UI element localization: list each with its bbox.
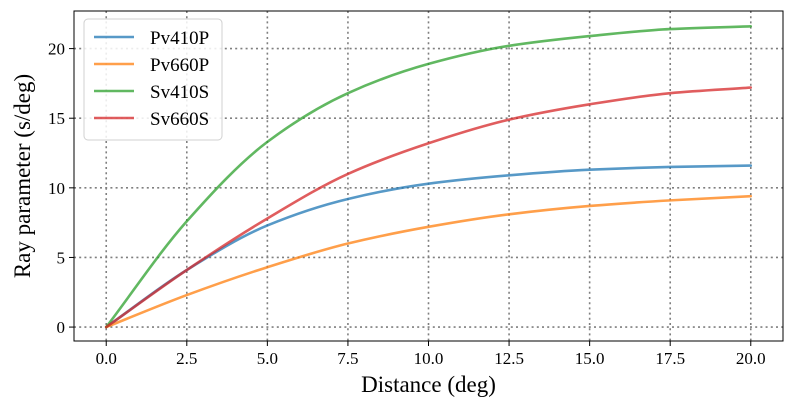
y-axis-title: Ray parameter (s/deg) xyxy=(10,74,35,278)
legend-label-sv410s: Sv410S xyxy=(150,82,209,103)
x-tick-label: 20.0 xyxy=(736,349,766,368)
series-line-sv410s xyxy=(104,25,753,329)
y-tick-label: 20 xyxy=(48,40,65,59)
series-line-pv660p xyxy=(104,194,753,329)
y-tick-label: 10 xyxy=(48,179,65,198)
legend-box xyxy=(83,18,223,141)
x-axis-title: Distance (deg) xyxy=(361,372,496,397)
series-line-sv660s xyxy=(104,86,753,329)
grid xyxy=(74,11,783,341)
x-tick-label: 17.5 xyxy=(655,349,685,368)
ticks: 0.0 2.5 5.0 7.5 10.0 12.5 15.0 17.5 20.0 0 5 10 15 20 xyxy=(48,40,766,368)
x-tick-label: 12.5 xyxy=(494,349,524,368)
x-tick-label: 2.5 xyxy=(176,349,197,368)
legend-label-sv660s: Sv660S xyxy=(150,109,209,130)
x-tick-label: 15.0 xyxy=(575,349,605,368)
series-layer xyxy=(104,25,753,329)
x-tick-label: 0.0 xyxy=(96,349,117,368)
x-tick-label: 10.0 xyxy=(414,349,444,368)
y-tick-label: 5 xyxy=(57,248,66,267)
legend: Pv410P Pv660P Sv410S Sv660S xyxy=(83,18,223,141)
y-tick-label: 0 xyxy=(57,318,66,337)
x-tick-label: 7.5 xyxy=(337,349,358,368)
legend-label-pv410p: Pv410P xyxy=(150,28,209,49)
x-tick-label: 5.0 xyxy=(257,349,278,368)
y-tick-label: 15 xyxy=(48,109,65,128)
legend-label-pv660p: Pv660P xyxy=(150,55,209,76)
